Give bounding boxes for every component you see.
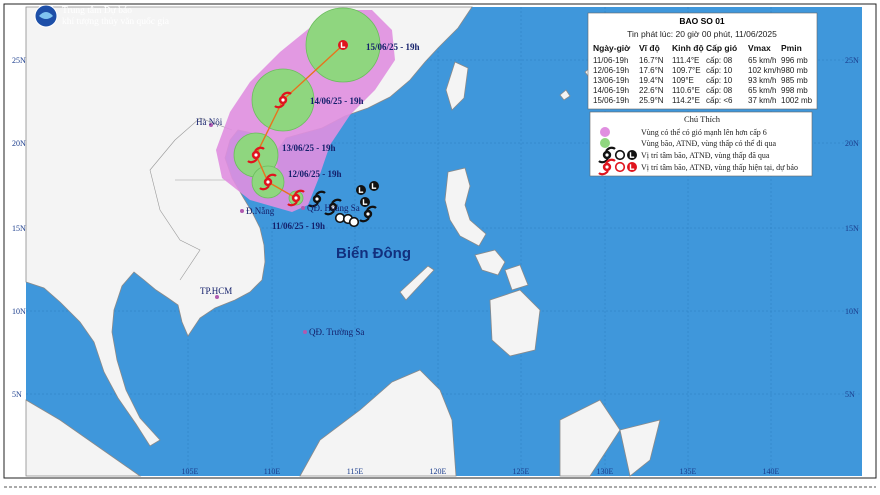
lat-label: 20N: [845, 139, 859, 148]
table-cell: cấp: <6: [706, 96, 733, 105]
table-cell: 998 mb: [781, 86, 808, 95]
table-cell: 109°E: [672, 76, 694, 85]
mindanao: [489, 289, 541, 357]
logo-mark: [39, 12, 53, 19]
lon-label: 135E: [680, 467, 697, 476]
lat-label: 15N: [845, 224, 859, 233]
palawan: [399, 265, 435, 301]
sea-label: Biển Đông: [336, 245, 411, 262]
lat-label: 20N: [12, 139, 26, 148]
visayas: [474, 249, 506, 276]
table-header: Pmin: [781, 43, 802, 53]
table-header: Vĩ độ: [639, 43, 660, 53]
table-cell: 93 km/h: [748, 76, 776, 85]
table-cell: cấp: 10: [706, 66, 733, 75]
table-cell: 996 mb: [781, 56, 808, 65]
table-cell: 22.6°N: [639, 86, 664, 95]
track-label: 15/06/25 - 19h: [366, 42, 420, 52]
lon-label: 105E: [182, 467, 199, 476]
table-cell: 13/06-19h: [593, 76, 629, 85]
org-name: Trung tâm Dự báo: [62, 6, 132, 16]
legend-swatch: [600, 138, 610, 148]
table-cell: 11/06-19h: [593, 56, 628, 65]
lat-label: 5N: [12, 390, 22, 399]
lat-label: 5N: [845, 390, 855, 399]
info-title: BAO SO 01: [679, 16, 725, 26]
place-dots: [209, 123, 307, 334]
table-cell: cấp: 08: [706, 86, 733, 95]
samar: [504, 264, 529, 291]
table-cell: 111.4°E: [672, 56, 699, 65]
legend-title: Chú Thích: [684, 114, 721, 124]
sumatra: [25, 399, 142, 477]
info-issued: Tin phát lúc: 20 giờ 00 phút, 11/06/2025: [627, 29, 777, 39]
table-cell: 114.2°E: [672, 96, 700, 105]
table-cell: 14/06-19h: [593, 86, 629, 95]
table-cell: 102 km/h: [748, 66, 781, 75]
borders: [149, 117, 233, 281]
org-name: khí tượng thủy văn quốc gia: [62, 16, 170, 27]
table-cell: 65 km/h: [748, 56, 776, 65]
table-cell: 110.6°E: [672, 86, 700, 95]
halmahera: [619, 419, 661, 477]
outer-frame: [3, 3, 877, 479]
lon-label: 125E: [513, 467, 530, 476]
table-header: Ngày-giờ: [593, 43, 631, 53]
table-cell: 1002 mb: [781, 96, 813, 105]
place-label: TP.HCM: [200, 286, 232, 296]
table-cell: 985 mb: [781, 76, 808, 85]
legend-swatch: [600, 127, 610, 137]
table-cell: 17.6°N: [639, 66, 664, 75]
table-cell: 25.9°N: [639, 96, 664, 105]
track-label: 14/06/25 - 19h: [310, 96, 364, 106]
track-label: 12/06/25 - 19h: [288, 169, 342, 179]
taiwan: [445, 61, 469, 111]
lat-label: 10N: [845, 307, 859, 316]
borneo: [299, 369, 457, 477]
luzon: [444, 167, 487, 247]
lon-labels: 105E 110E 115E 120E 125E 130E 135E 140E: [182, 467, 780, 476]
lat-label: 25N: [12, 56, 26, 65]
lon-label: 130E: [597, 467, 614, 476]
lon-label: 120E: [430, 467, 447, 476]
lon-label: 140E: [763, 467, 780, 476]
table-cell: 15/06-19h: [593, 96, 629, 105]
table-header: Vmax: [748, 43, 771, 53]
table-cell: 980 mb: [781, 66, 808, 75]
lat-labels: 25N 20N 15N 10N 5N 25N 20N 15N 10N 5N: [12, 56, 859, 399]
table-cell: 65 km/h: [748, 86, 776, 95]
info-table: Ngày-giờ Vĩ độ Kinh độ Cấp gió Vmax Pmin 11/06…: [593, 43, 813, 105]
lat-label: 15N: [12, 224, 26, 233]
legend-item: Vùng bão, ATNĐ, vùng thấp có thể đi qua: [641, 139, 777, 148]
lon-label: 110E: [264, 467, 281, 476]
table-cell: cấp: 10: [706, 76, 733, 85]
table-cell: 19.4°N: [639, 76, 664, 85]
table-cell: 16.7°N: [639, 56, 664, 65]
table-cell: 12/06-19h: [593, 66, 629, 75]
sulawesi: [559, 399, 621, 477]
legend-item: Vùng có thể có gió mạnh lên hơn cấp 6: [641, 128, 767, 137]
table-header: Cấp gió: [706, 43, 737, 53]
place-label: Hà Nội: [196, 117, 223, 127]
table-header: Kinh độ: [672, 43, 704, 53]
lat-label: 10N: [12, 307, 26, 316]
table-cell: cấp: 08: [706, 56, 733, 65]
table-cell: 37 km/h: [748, 96, 776, 105]
track-label: 13/06/25 - 19h: [282, 143, 336, 153]
lon-label: 115E: [347, 467, 364, 476]
table-cell: 109.7°E: [672, 66, 701, 75]
legend-box: [589, 111, 813, 177]
info-box: [587, 12, 818, 110]
place-label: Đ.Nẵng: [246, 206, 275, 216]
legend-item: Vị trí tâm bão, ATNĐ, vùng thấp hiện tại…: [641, 163, 798, 172]
place-label: QĐ. Hoàng Sa: [307, 203, 360, 213]
place-label: QĐ. Trường Sa: [309, 327, 364, 337]
legend-item: Vị trí tâm bão, ATNĐ, vùng thấp đã qua: [641, 151, 770, 160]
lat-label: 25N: [845, 56, 859, 65]
track-label: 11/06/25 - 19h: [272, 221, 325, 231]
